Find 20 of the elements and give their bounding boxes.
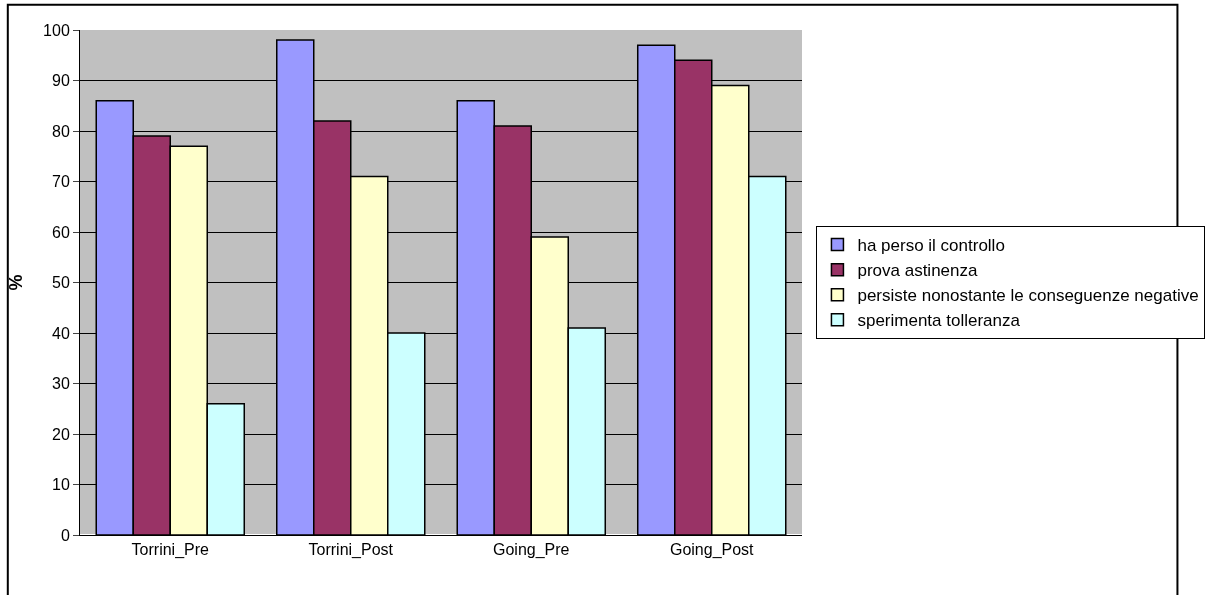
y-tick-label: 60 bbox=[52, 223, 70, 241]
y-tick-label: 0 bbox=[60, 526, 70, 544]
legend-label: persiste nonostante le conseguenze negative bbox=[857, 286, 1199, 306]
y-tick-label: 30 bbox=[52, 375, 70, 393]
y-tick-label: 50 bbox=[52, 274, 70, 292]
y-tick-label: 70 bbox=[52, 173, 70, 191]
legend-label: prova astinenza bbox=[857, 261, 979, 281]
legend-label: sperimenta tolleranza bbox=[857, 311, 1021, 331]
x-tick-label: Torrini_Pre bbox=[131, 541, 210, 560]
y-axis-title: % bbox=[6, 274, 27, 291]
legend-label: ha perso il controllo bbox=[857, 236, 1005, 256]
y-tick-label: 10 bbox=[52, 476, 70, 494]
y-tick-label: 40 bbox=[52, 324, 70, 342]
y-tick-label: 100 bbox=[43, 21, 70, 39]
y-tick-label: 80 bbox=[52, 122, 70, 140]
x-tick-label: Going_Post bbox=[669, 541, 755, 560]
x-tick-label: Going_Pre bbox=[493, 541, 570, 560]
y-tick-label: 90 bbox=[52, 72, 70, 90]
y-tick-label: 20 bbox=[52, 425, 70, 443]
x-tick-label: Torrini_Post bbox=[308, 541, 394, 560]
